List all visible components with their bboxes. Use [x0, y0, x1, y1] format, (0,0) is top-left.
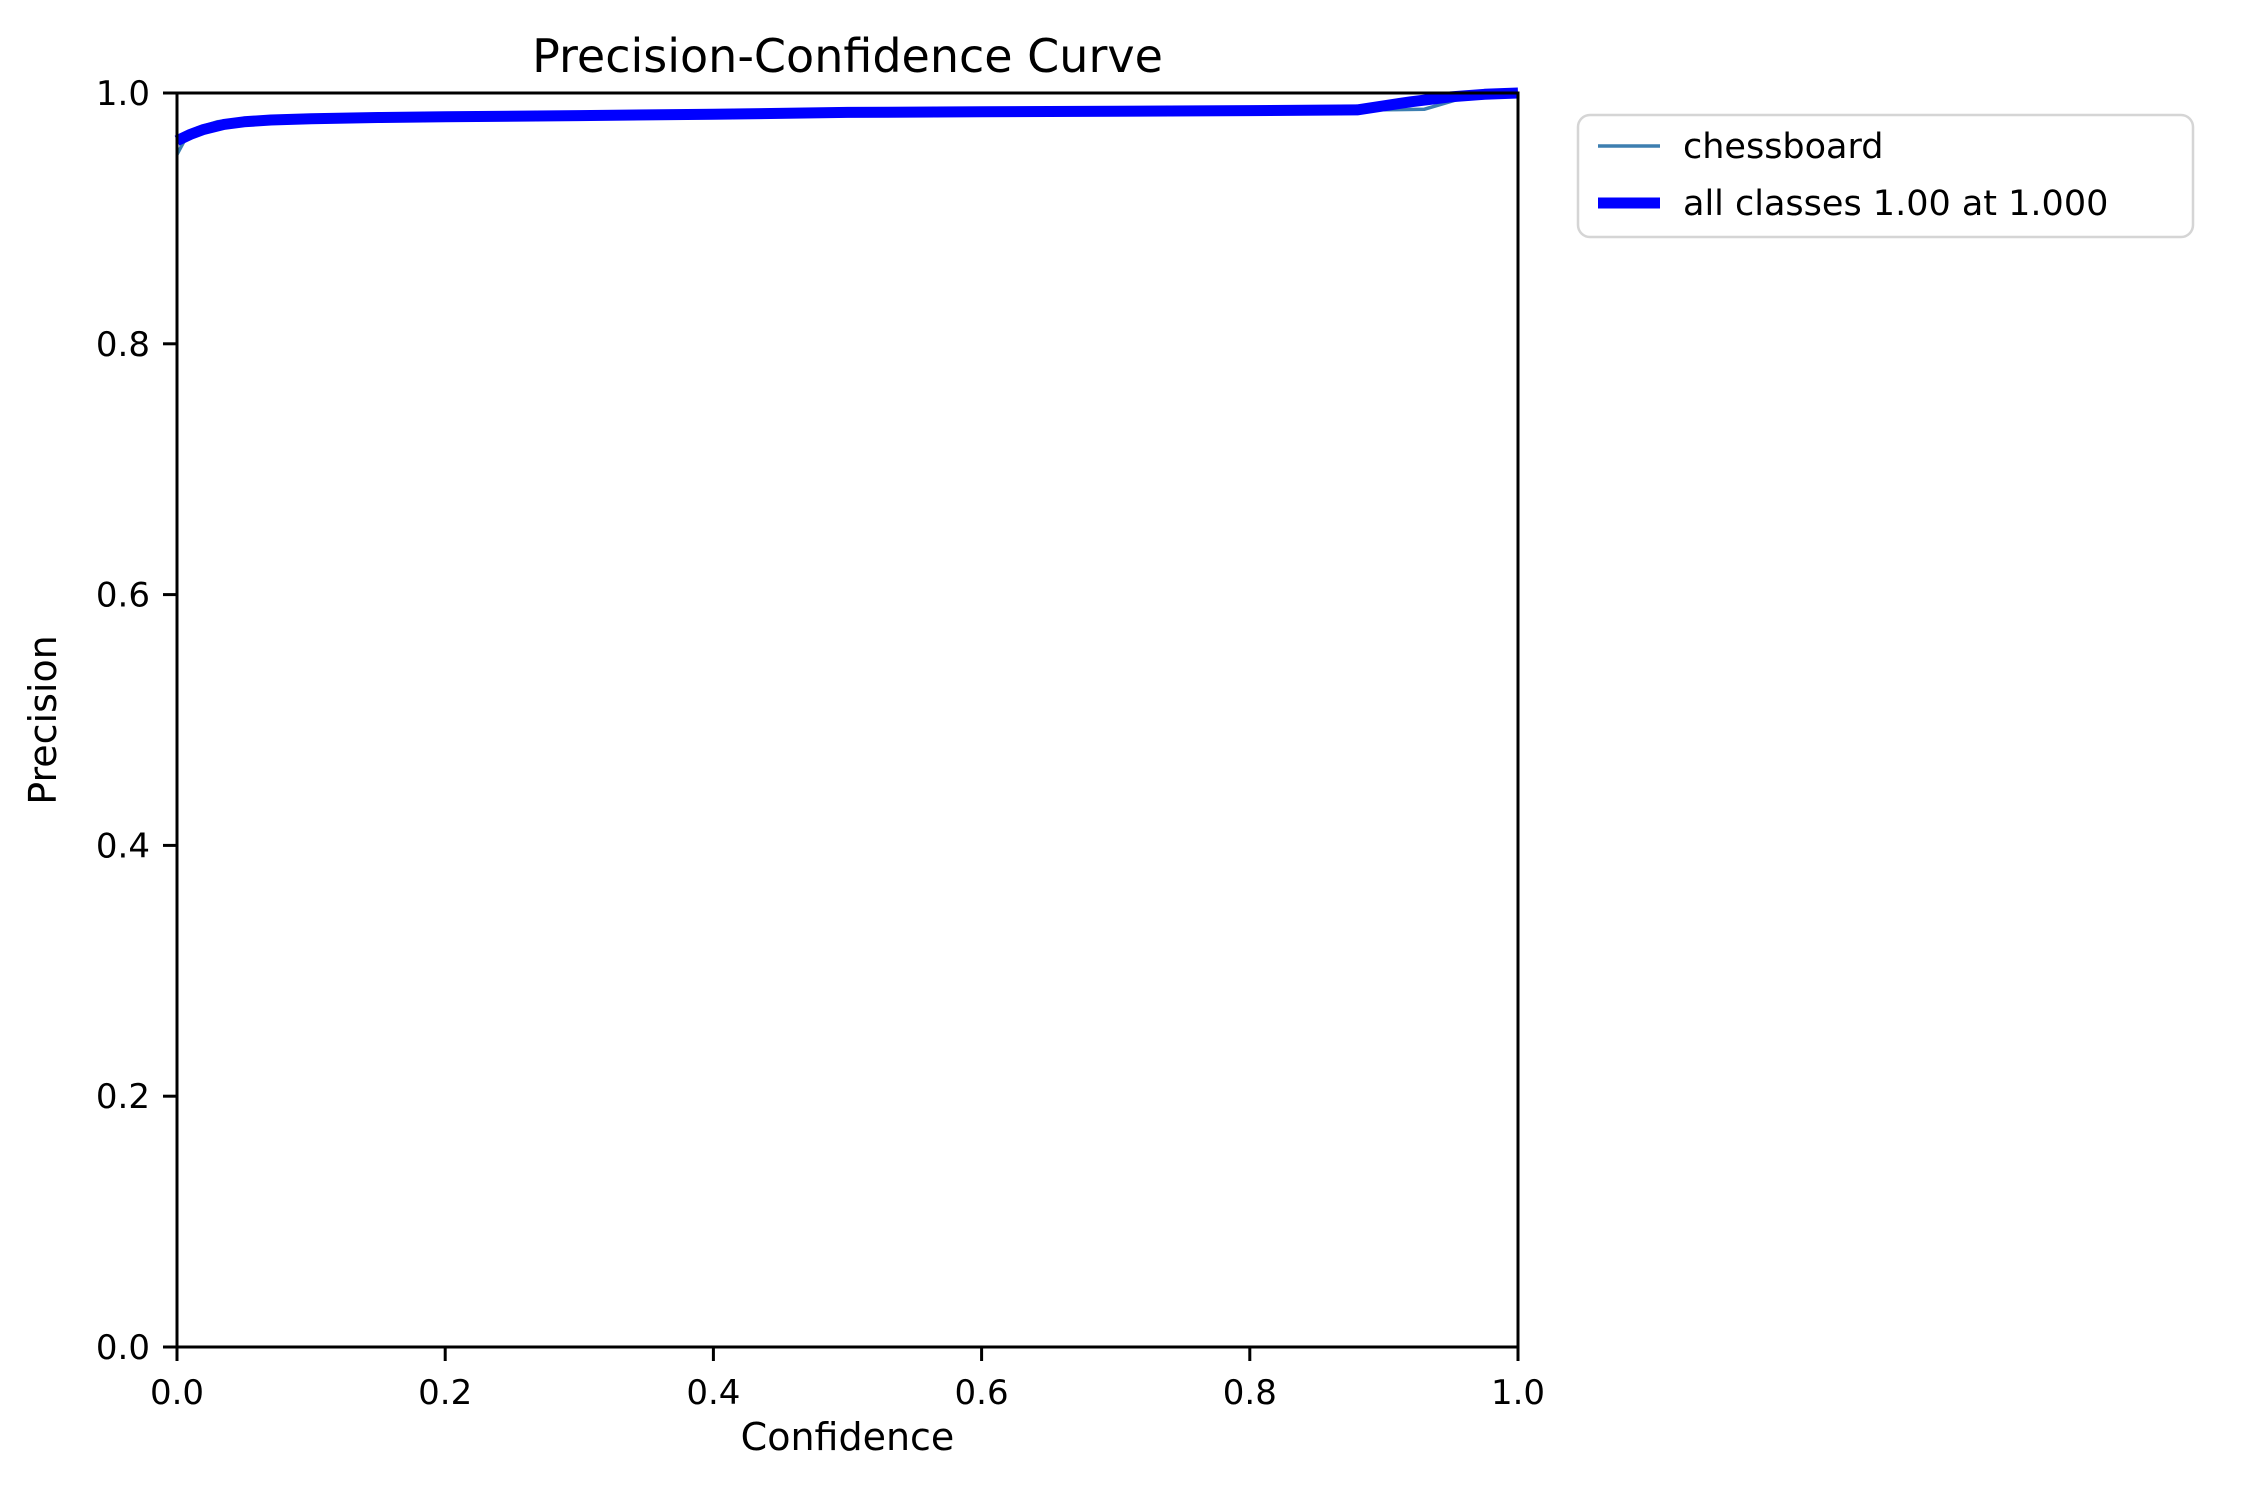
x-tick-label: 0.8 — [1223, 1373, 1277, 1413]
y-tick-label: 1.0 — [96, 74, 150, 114]
y-axis-ticks — [163, 91, 177, 1349]
x-tick-label: 0.4 — [686, 1373, 740, 1413]
y-axis-label: Precision — [21, 635, 65, 805]
x-tick-label: 1.0 — [1491, 1373, 1545, 1413]
y-tick-label: 0.8 — [96, 325, 150, 365]
plot-border — [175, 91, 1520, 1349]
legend-frame — [1576, 113, 2195, 239]
legend-label-chessboard: chessboard — [1683, 127, 1884, 167]
curve-chessboard — [175, 91, 1519, 156]
y-tick-label: 0.6 — [96, 576, 150, 616]
y-axis-tick-labels: 1.0 0.8 0.6 0.4 0.2 0.0 — [96, 74, 150, 1368]
y-tick-label: 0.0 — [96, 1328, 150, 1368]
y-tick-label: 0.2 — [96, 1077, 150, 1117]
legend-label-all-classes: all classes 1.00 at 1.000 — [1683, 184, 2108, 224]
plot-series — [174, 87, 1519, 156]
x-axis-ticks — [175, 1347, 1520, 1361]
x-tick-label: 0.6 — [955, 1373, 1009, 1413]
x-axis-label: Confidence — [741, 1415, 955, 1459]
x-tick-label: 0.0 — [150, 1373, 204, 1413]
x-axis-tick-labels: 0.0 0.2 0.4 0.6 0.8 1.0 — [150, 1373, 1545, 1413]
legend: chessboard all classes 1.00 at 1.000 — [1576, 113, 2195, 239]
y-tick-label: 0.4 — [96, 826, 150, 866]
chart-title: Precision-Confidence Curve — [532, 29, 1163, 83]
x-tick-label: 0.2 — [418, 1373, 472, 1413]
curve-all-classes — [174, 87, 1519, 146]
